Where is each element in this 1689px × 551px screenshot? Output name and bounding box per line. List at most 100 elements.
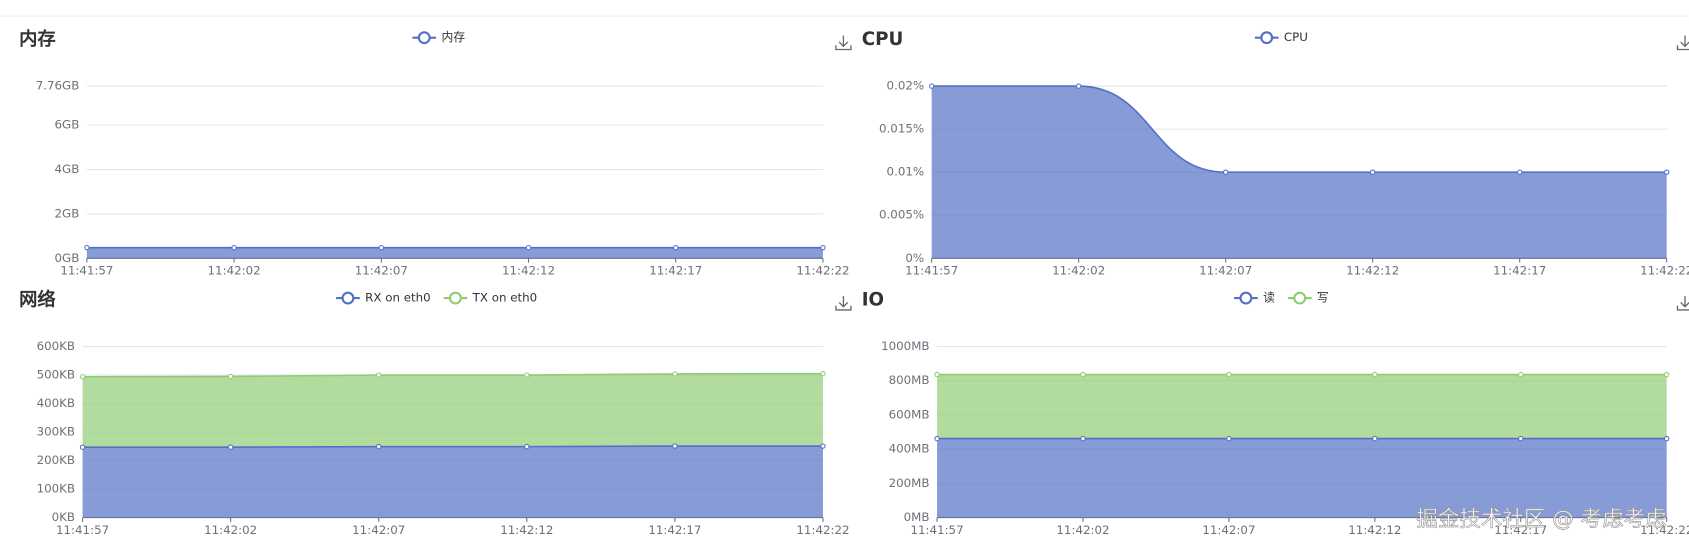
- chart-panel: IO 0MB 200MB 400MB 600MB 800MB 1000MB 11:41:57 1…: [862, 289, 1689, 537]
- y-tick-label: 0MB: [904, 510, 930, 524]
- chart-panel: 内存 0GB 2GB 4GB 6GB 7.76GB 11:41:57 11:42:02 11:4…: [19, 28, 849, 278]
- point: [525, 244, 532, 251]
- download-icon[interactable]: [1676, 295, 1689, 311]
- point: [1075, 83, 1082, 89]
- legend-label: RX on eth0: [365, 291, 431, 305]
- point: [376, 372, 382, 378]
- legend-label: 读: [1263, 291, 1275, 305]
- y-tick-label: 0.015%: [879, 122, 924, 136]
- x-tick-label: 11:41:57: [905, 264, 958, 278]
- point: [1664, 169, 1670, 175]
- x-tick-label: 11:42:02: [204, 523, 257, 537]
- download-icon[interactable]: [835, 35, 852, 51]
- chart-panel: 网络 0KB 100KB 200KB 300KB 400KB 500KB 600KB 11:41…: [19, 288, 849, 537]
- download-icon[interactable]: [835, 295, 852, 311]
- y-tick-label: 200KB: [37, 453, 75, 467]
- y-tick-label: 6GB: [55, 118, 80, 132]
- x-tick-label: 11:42:17: [1493, 264, 1546, 278]
- y-tick-label: 300KB: [37, 425, 75, 439]
- x-tick-label: 11:42:12: [1346, 264, 1399, 278]
- legend-symbol: [1239, 291, 1253, 305]
- line: [82, 445, 823, 449]
- y-tick-label: 0GB: [55, 251, 80, 265]
- y-tick-label: 0KB: [52, 510, 75, 524]
- legend: RX on eth0 TX on eth0: [336, 291, 537, 305]
- legend: CPU: [1254, 30, 1308, 44]
- y-tick-label: 0.01%: [887, 165, 925, 179]
- legend-item[interactable]: 内存: [412, 30, 465, 44]
- y-tick-label: 0%: [905, 251, 924, 265]
- y-tick-label: 0.02%: [887, 79, 925, 93]
- y-tick-label: 7.76GB: [36, 79, 80, 93]
- y-tick-label: 100KB: [37, 482, 75, 496]
- point: [79, 374, 86, 380]
- point: [79, 444, 86, 450]
- point: [376, 443, 382, 450]
- legend-label: TX on eth0: [472, 291, 538, 305]
- area: [937, 374, 1667, 439]
- point: [820, 370, 826, 377]
- x-tick-label: 11:42:17: [649, 264, 702, 278]
- x-tick-label: 11:42:12: [1348, 523, 1401, 537]
- download-icon[interactable]: [1676, 35, 1689, 51]
- y-tick-label: 200MB: [889, 476, 930, 490]
- point: [1080, 371, 1086, 378]
- x-tick-label: 11:42:17: [1494, 523, 1547, 537]
- point: [1372, 435, 1378, 442]
- point: [1222, 169, 1229, 175]
- point: [820, 244, 826, 251]
- point: [1369, 169, 1376, 175]
- y-tick-label: 600KB: [37, 339, 75, 353]
- legend-item[interactable]: RX on eth0: [336, 291, 431, 305]
- chart-title: 内存: [19, 28, 56, 50]
- chart-title: IO: [862, 289, 884, 310]
- legend-item[interactable]: 写: [1287, 291, 1329, 305]
- x-tick-label: 11:41:57: [60, 264, 113, 278]
- area: [82, 373, 823, 448]
- x-tick-label: 11:42:07: [352, 523, 405, 537]
- y-tick-label: 800MB: [889, 373, 930, 387]
- point: [227, 444, 234, 450]
- legend-item[interactable]: 读: [1234, 291, 1275, 305]
- area: [86, 247, 823, 259]
- legend-label: 写: [1317, 291, 1329, 305]
- point: [231, 244, 237, 251]
- chart-title: CPU: [862, 29, 904, 50]
- legend-item[interactable]: CPU: [1254, 30, 1308, 44]
- point: [227, 373, 234, 380]
- point: [1226, 435, 1232, 442]
- legend-symbol: [448, 291, 462, 305]
- legend: 读写: [1234, 291, 1329, 305]
- point: [1664, 435, 1670, 442]
- x-tick-label: 11:42:07: [355, 264, 408, 278]
- x-tick-label: 11:42:22: [796, 264, 849, 278]
- x-tick-label: 11:42:17: [648, 523, 701, 537]
- point: [820, 443, 826, 449]
- x-tick-label: 11:42:12: [502, 264, 555, 278]
- x-tick-label: 11:42:22: [1640, 264, 1689, 278]
- x-tick-label: 11:41:57: [910, 523, 963, 537]
- point: [1518, 435, 1524, 442]
- y-tick-label: 1000MB: [881, 339, 929, 353]
- point: [1664, 371, 1670, 378]
- y-tick-label: 500KB: [37, 368, 75, 382]
- legend-symbol: [341, 291, 355, 305]
- legend-symbol: [1293, 291, 1307, 305]
- x-tick-label: 11:42:07: [1202, 523, 1255, 537]
- point: [524, 372, 530, 378]
- legend-item[interactable]: TX on eth0: [443, 291, 538, 305]
- y-tick-label: 0.005%: [879, 208, 924, 222]
- legend: 内存: [412, 30, 465, 44]
- line: [931, 85, 1667, 173]
- point: [84, 244, 90, 251]
- point: [524, 443, 530, 450]
- chart-title: 网络: [19, 288, 56, 310]
- x-tick-label: 11:41:57: [56, 523, 109, 537]
- x-tick-label: 11:42:02: [208, 264, 261, 278]
- line: [82, 372, 823, 378]
- legend-label: CPU: [1284, 30, 1308, 44]
- y-tick-label: 600MB: [889, 407, 930, 421]
- x-tick-label: 11:42:12: [500, 523, 553, 537]
